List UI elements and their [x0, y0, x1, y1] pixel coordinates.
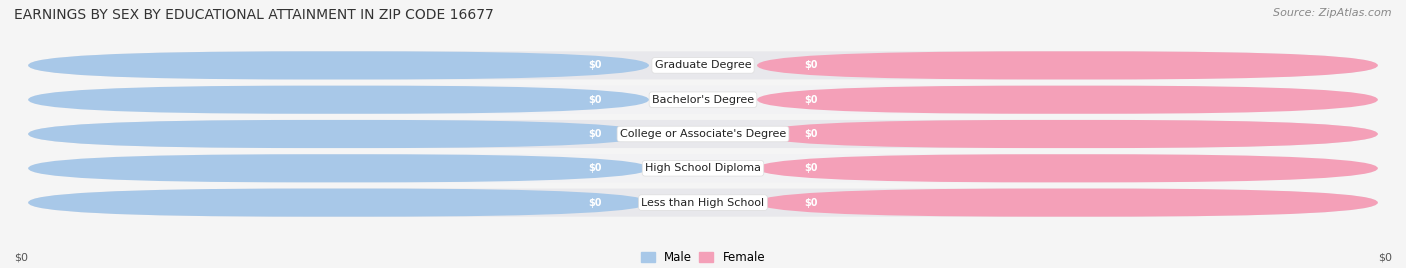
FancyBboxPatch shape	[756, 51, 1378, 79]
FancyBboxPatch shape	[28, 189, 650, 217]
Text: $0: $0	[804, 95, 818, 105]
Text: College or Associate's Degree: College or Associate's Degree	[620, 129, 786, 139]
Text: EARNINGS BY SEX BY EDUCATIONAL ATTAINMENT IN ZIP CODE 16677: EARNINGS BY SEX BY EDUCATIONAL ATTAINMEN…	[14, 8, 494, 22]
Text: $0: $0	[588, 60, 602, 70]
Text: $0: $0	[1378, 253, 1392, 263]
Text: $0: $0	[14, 253, 28, 263]
Text: High School Diploma: High School Diploma	[645, 163, 761, 173]
FancyBboxPatch shape	[28, 51, 1378, 79]
Text: $0: $0	[588, 198, 602, 208]
FancyBboxPatch shape	[28, 120, 650, 148]
Text: $0: $0	[804, 163, 818, 173]
Text: Less than High School: Less than High School	[641, 198, 765, 208]
Text: $0: $0	[804, 198, 818, 208]
Text: $0: $0	[804, 60, 818, 70]
FancyBboxPatch shape	[756, 189, 1378, 217]
FancyBboxPatch shape	[28, 86, 650, 114]
FancyBboxPatch shape	[756, 154, 1378, 182]
Text: $0: $0	[588, 95, 602, 105]
Text: Bachelor's Degree: Bachelor's Degree	[652, 95, 754, 105]
FancyBboxPatch shape	[28, 189, 1378, 217]
FancyBboxPatch shape	[756, 120, 1378, 148]
FancyBboxPatch shape	[28, 120, 1378, 148]
Text: $0: $0	[588, 163, 602, 173]
Legend: Male, Female: Male, Female	[636, 246, 770, 268]
FancyBboxPatch shape	[28, 154, 1378, 182]
Text: $0: $0	[588, 129, 602, 139]
Text: Graduate Degree: Graduate Degree	[655, 60, 751, 70]
Text: Source: ZipAtlas.com: Source: ZipAtlas.com	[1274, 8, 1392, 18]
FancyBboxPatch shape	[28, 154, 650, 182]
FancyBboxPatch shape	[756, 86, 1378, 114]
Text: $0: $0	[804, 129, 818, 139]
FancyBboxPatch shape	[28, 51, 650, 79]
FancyBboxPatch shape	[28, 86, 1378, 114]
